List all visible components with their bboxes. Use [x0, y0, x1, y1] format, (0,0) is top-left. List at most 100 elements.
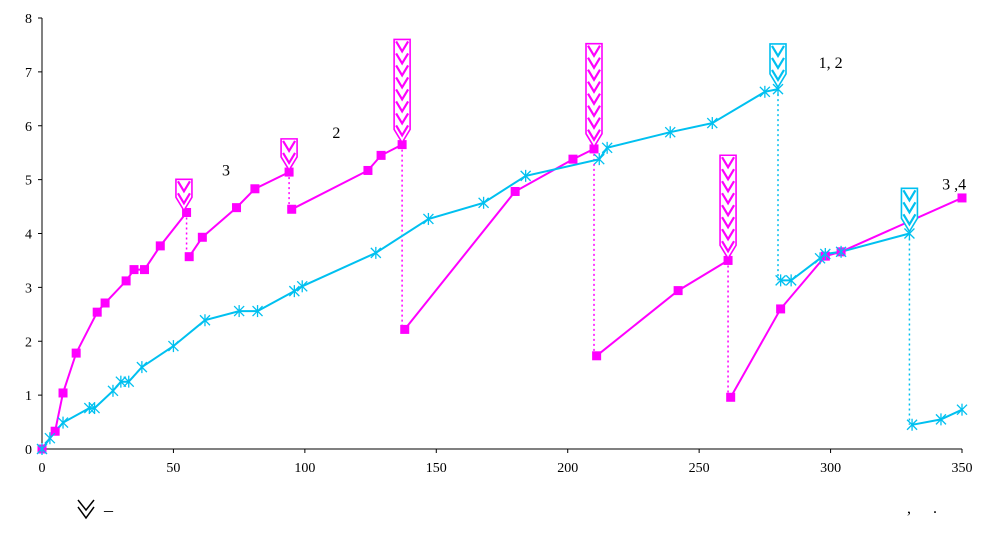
data-point-square: [723, 255, 733, 265]
x-tick-label: 200: [557, 461, 578, 476]
data-point-asterisk: [935, 413, 947, 426]
data-point-square: [400, 324, 410, 334]
data-point-asterisk: [706, 117, 718, 130]
data-point-square: [726, 392, 736, 402]
data-point-asterisk: [601, 141, 613, 154]
series-line-1: [403, 148, 595, 331]
footer-comma: ,: [907, 500, 911, 517]
data-point-asterisk: [115, 375, 127, 388]
data-point-asterisk: [167, 340, 179, 353]
event-chevron-icon: [280, 138, 298, 172]
axes: 0 1 2 3 4 5 6 7 8 0 50 100 150 200 250 300 350: [25, 12, 973, 476]
x-tick-label: 150: [426, 461, 447, 476]
data-point-square: [121, 276, 131, 286]
y-tick-label: 3: [25, 281, 32, 296]
x-tick-label: 0: [39, 461, 46, 476]
y-tick-label: 6: [25, 120, 32, 135]
data-point-asterisk: [785, 274, 797, 287]
series-markers: [36, 83, 968, 455]
y-tick-label: 0: [25, 443, 32, 458]
data-point-asterisk: [136, 361, 148, 374]
y-tick-label: 5: [25, 174, 32, 189]
data-point-asterisk: [123, 375, 135, 388]
data-point-square: [182, 207, 192, 217]
data-point-asterisk: [296, 280, 308, 293]
series-line-1: [41, 211, 188, 450]
data-point-square: [592, 351, 602, 361]
data-point-asterisk: [252, 305, 264, 318]
x-tick-label: 100: [294, 461, 315, 476]
x-tick-label: 300: [820, 461, 841, 476]
annotation-label: 1, 2: [819, 55, 843, 72]
data-point-asterisk: [36, 443, 48, 455]
data-point-square: [184, 252, 194, 262]
series-line-2: [780, 232, 910, 282]
data-point-asterisk: [288, 285, 300, 298]
data-point-square: [100, 298, 110, 308]
y-tick-label: 8: [25, 12, 32, 27]
data-point-square: [589, 144, 599, 154]
annotations: 3 2 1, 2 3 ,4: [222, 55, 966, 193]
data-point-asterisk: [370, 246, 382, 259]
data-point-square: [58, 388, 68, 398]
event-markers: [175, 38, 919, 260]
data-point-square: [50, 426, 60, 436]
event-chevron-icon: [175, 178, 193, 213]
y-tick-label: 4: [25, 228, 32, 243]
data-point-asterisk: [814, 252, 826, 265]
data-point-square: [232, 203, 242, 213]
data-point-asterisk: [199, 314, 211, 327]
data-point-square: [71, 348, 81, 358]
data-point-square: [376, 150, 386, 160]
event-chevron-icon: [769, 43, 787, 89]
data-point-square: [140, 265, 150, 275]
data-point-square: [287, 204, 297, 214]
data-point-square: [363, 165, 373, 175]
series-lines: [41, 88, 963, 450]
legend: –: [76, 496, 156, 528]
data-point-asterisk: [57, 416, 69, 429]
event-chevron-icon: [719, 154, 737, 260]
event-chevron-icon: [900, 187, 919, 234]
data-point-asterisk: [422, 212, 434, 225]
data-point-asterisk: [478, 196, 490, 209]
data-point-asterisk: [44, 432, 56, 445]
chevron-arrow-icon: [77, 499, 95, 520]
data-point-asterisk: [664, 126, 676, 139]
data-point-square: [92, 307, 102, 317]
data-point-square: [957, 193, 967, 203]
legend-dash: –: [104, 500, 113, 520]
data-point-square: [129, 265, 139, 275]
data-point-asterisk: [520, 169, 532, 182]
data-point-square: [155, 241, 165, 251]
data-point-asterisk: [835, 245, 847, 258]
y-tick-label: 7: [25, 66, 32, 81]
data-point-square: [673, 286, 683, 296]
x-tick-label: 50: [166, 461, 180, 476]
series-line-1: [595, 259, 729, 357]
footer-period: .: [933, 500, 937, 517]
data-point-asterisk: [819, 247, 831, 260]
annotation-label: 2: [332, 125, 340, 142]
data-point-asterisk: [759, 85, 771, 98]
data-point-square: [197, 232, 207, 242]
data-point-square: [776, 304, 786, 314]
series-line-1: [291, 143, 403, 211]
series-line-2: [41, 88, 779, 450]
event-chevron-icon: [393, 38, 411, 145]
y-tick-label: 1: [25, 389, 32, 404]
series-line-1: [729, 196, 963, 398]
annotation-label: 3: [222, 162, 230, 179]
x-tick-label: 350: [952, 461, 973, 476]
data-point-asterisk: [906, 418, 918, 431]
data-point-asterisk: [107, 384, 119, 397]
x-tick-label: 250: [689, 461, 710, 476]
data-point-asterisk: [83, 402, 95, 415]
data-point-square: [568, 154, 578, 164]
data-point-square: [250, 184, 260, 194]
data-point-asterisk: [956, 403, 968, 416]
data-point-asterisk: [233, 305, 245, 318]
data-point-asterisk: [593, 153, 605, 166]
y-tick-label: 2: [25, 335, 32, 350]
